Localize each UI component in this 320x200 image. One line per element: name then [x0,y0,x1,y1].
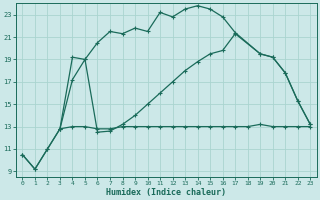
X-axis label: Humidex (Indice chaleur): Humidex (Indice chaleur) [106,188,226,197]
